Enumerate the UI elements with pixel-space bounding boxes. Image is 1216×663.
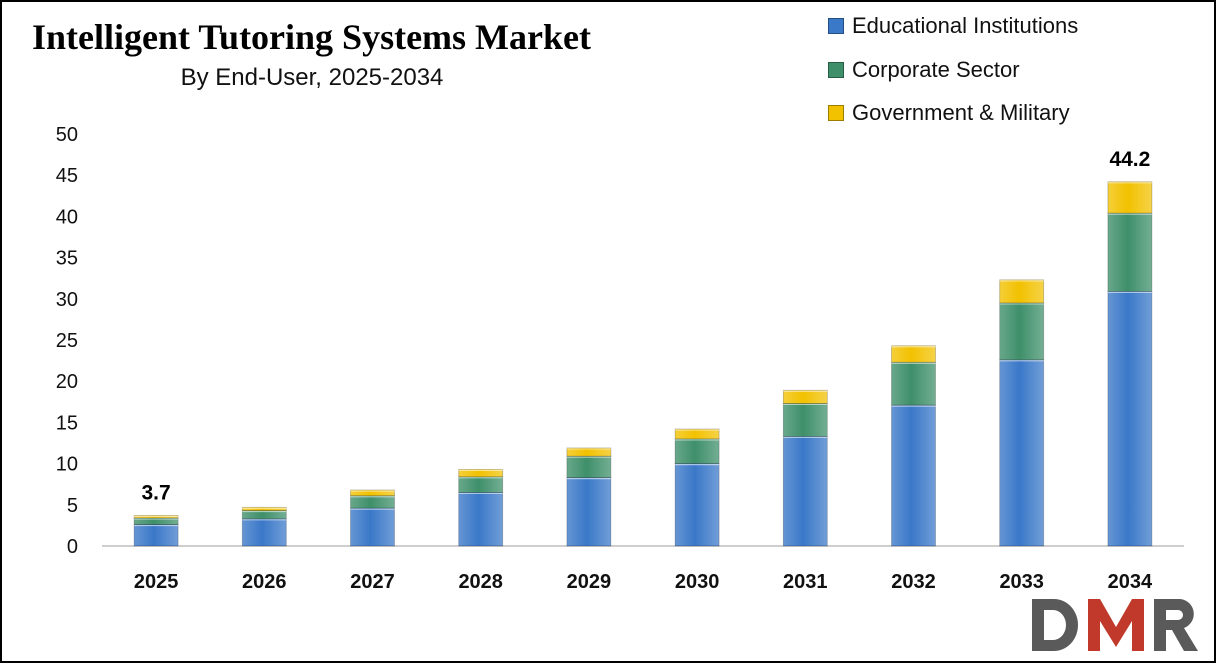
x-tick-label: 2033 (999, 571, 1044, 593)
bar-segment-2027-corporate-sector (350, 495, 395, 509)
y-tick-label: 0 (67, 536, 78, 558)
chart-subtitle: By End-User, 2025-2034 (180, 64, 444, 91)
bar-segment-2029-educational-institutions (566, 477, 612, 547)
bar-segment-2031-government-military (782, 389, 828, 404)
x-tick-label: 2031 (783, 571, 828, 593)
y-tick-label: 5 (67, 495, 78, 517)
bar-segment-2026-government-military (241, 506, 287, 511)
bar-segment-2028-corporate-sector (458, 476, 504, 493)
bar-segment-2033-educational-institutions (999, 359, 1045, 547)
legend-item-government-military: Government & Military (828, 99, 1070, 127)
y-tick-label: 40 (56, 206, 78, 228)
x-tick-label: 2030 (675, 571, 720, 593)
data-label-2034: 44.2 (1109, 148, 1150, 171)
bar-segment-2034-corporate-sector (1107, 212, 1153, 292)
bar-segment-2029-corporate-sector (566, 455, 612, 479)
legend-item-corporate-sector: Corporate Sector (828, 56, 1020, 84)
bar-segment-2032-educational-institutions (891, 404, 936, 547)
y-tick-label: 50 (56, 124, 78, 146)
x-tick-label: 2029 (567, 571, 612, 593)
bar-segment-2025-educational-institutions (133, 524, 179, 547)
bar-segment-2033-government-military (999, 279, 1045, 304)
y-tick-label: 15 (56, 412, 78, 434)
bar-segment-2028-government-military (458, 468, 504, 478)
x-tick-label: 2034 (1108, 571, 1153, 593)
chart-title: Intelligent Tutoring Systems Market (32, 17, 592, 57)
legend-swatch-educational-institutions (828, 18, 844, 34)
bar-segment-2034-educational-institutions (1107, 290, 1153, 547)
bar-segment-2027-educational-institutions (350, 507, 395, 547)
legend-label-educational-institutions: Educational Institutions (852, 13, 1079, 38)
legend-item-educational-institutions: Educational Institutions (828, 12, 1078, 40)
legend-label-government-military: Government & Military (852, 100, 1070, 125)
bar-segment-2030-corporate-sector (674, 438, 720, 465)
dmr-logo (1032, 599, 1198, 651)
y-tick-label: 45 (56, 165, 78, 187)
bar-segment-2030-educational-institutions (674, 463, 720, 547)
bar-segment-2031-educational-institutions (782, 436, 828, 547)
legend-label-corporate-sector: Corporate Sector (852, 57, 1020, 82)
legend-swatch-corporate-sector (828, 62, 844, 78)
x-tick-label: 2028 (458, 571, 503, 593)
y-tick-label: 10 (56, 454, 78, 476)
bar-segment-2031-corporate-sector (782, 403, 828, 437)
x-tick-label: 2027 (350, 571, 395, 593)
y-tick-label: 25 (56, 330, 78, 352)
bar-segment-2029-government-military (566, 447, 612, 457)
x-tick-label: 2026 (242, 571, 287, 593)
y-tick-label: 20 (56, 371, 78, 393)
legend-swatch-government-military (828, 105, 844, 121)
bar-segment-2026-educational-institutions (241, 518, 287, 547)
data-label-2025: 3.7 (141, 482, 170, 505)
y-tick-label: 30 (56, 289, 78, 311)
bar-segment-2027-government-military (350, 489, 395, 497)
bar-segment-2032-corporate-sector (891, 361, 936, 406)
bar-segment-2028-educational-institutions (458, 492, 504, 547)
bar-segment-2032-government-military (891, 345, 936, 363)
y-tick-label: 35 (56, 248, 78, 270)
bar-segment-2033-corporate-sector (999, 302, 1045, 361)
x-tick-label: 2032 (891, 571, 936, 593)
x-tick-label: 2025 (134, 571, 179, 593)
bar-segment-2030-government-military (674, 428, 720, 440)
bar-segment-2034-government-military (1107, 181, 1153, 214)
